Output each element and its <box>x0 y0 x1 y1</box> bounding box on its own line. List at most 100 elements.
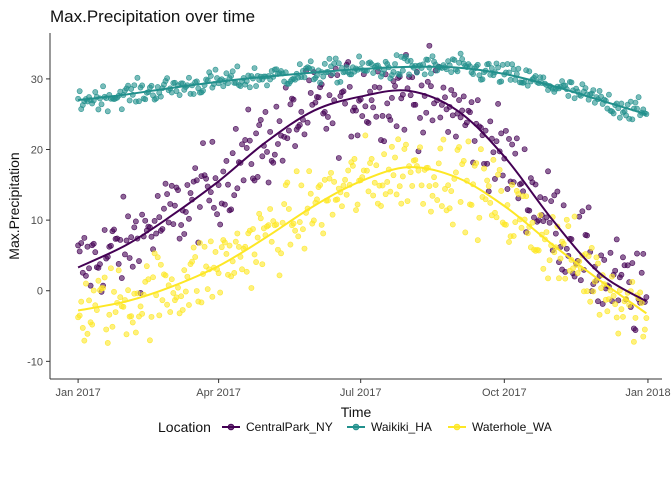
data-point <box>117 236 124 243</box>
data-point <box>506 239 512 245</box>
data-point <box>271 151 278 158</box>
data-point <box>413 69 420 76</box>
data-point <box>298 182 305 189</box>
y-axis-title: Max.Precipitation <box>6 152 22 259</box>
data-point <box>535 217 542 224</box>
data-point <box>435 160 442 167</box>
data-point <box>76 88 83 95</box>
data-point <box>254 174 261 180</box>
data-point <box>424 56 431 63</box>
data-point <box>346 83 353 90</box>
data-point <box>451 57 458 63</box>
data-point <box>120 193 127 200</box>
data-point <box>314 72 320 79</box>
data-point <box>164 301 170 308</box>
data-point <box>470 71 476 77</box>
data-point <box>412 101 419 108</box>
data-point <box>101 227 108 233</box>
data-point <box>148 82 155 89</box>
x-axis-title: Time <box>341 404 372 420</box>
data-point <box>192 165 199 171</box>
data-point <box>499 61 506 68</box>
data-point <box>306 77 313 84</box>
data-point <box>329 211 336 218</box>
data-point <box>151 218 158 224</box>
data-point <box>257 215 264 222</box>
data-point <box>484 160 491 167</box>
data-point <box>584 232 590 239</box>
data-point <box>434 197 441 203</box>
data-point <box>482 127 489 134</box>
data-point <box>532 73 539 79</box>
data-point <box>584 288 590 295</box>
data-point <box>384 100 391 107</box>
data-point <box>577 277 584 284</box>
data-point <box>453 133 459 140</box>
data-point <box>457 114 464 121</box>
data-point <box>211 204 217 211</box>
data-point <box>641 326 648 333</box>
data-point <box>364 167 370 174</box>
data-point <box>307 90 314 96</box>
data-point <box>423 109 430 116</box>
data-point <box>256 122 263 128</box>
data-point <box>324 114 331 120</box>
data-point <box>490 149 497 156</box>
data-point <box>479 76 486 83</box>
data-point <box>92 249 99 256</box>
data-point <box>542 195 548 202</box>
data-point <box>634 250 640 257</box>
data-point <box>196 240 203 246</box>
data-point <box>420 129 427 136</box>
data-point <box>178 222 185 228</box>
data-point <box>371 84 378 90</box>
y-tick-label: 0 <box>37 286 43 298</box>
data-point <box>392 154 398 161</box>
data-point <box>601 257 608 263</box>
data-point <box>246 137 253 144</box>
data-point <box>200 87 206 94</box>
data-point <box>545 168 551 175</box>
data-point <box>616 114 623 121</box>
data-point <box>437 145 444 152</box>
data-point <box>100 285 106 291</box>
data-point <box>543 229 550 235</box>
data-point <box>306 168 313 175</box>
data-point <box>217 289 224 296</box>
data-point <box>92 89 99 95</box>
legend-label: CentralPark_NY <box>246 420 333 434</box>
data-point <box>243 145 250 151</box>
data-point <box>509 141 516 148</box>
data-point <box>495 100 501 107</box>
data-point <box>301 74 308 81</box>
data-point <box>212 249 219 255</box>
data-point <box>131 82 138 89</box>
data-point <box>142 217 149 224</box>
data-point <box>537 212 544 219</box>
data-point <box>476 214 483 221</box>
data-point <box>339 203 345 210</box>
data-point <box>276 272 283 279</box>
data-point <box>510 233 517 239</box>
data-point <box>90 287 97 294</box>
data-point <box>328 169 334 176</box>
data-point <box>396 183 403 190</box>
data-point <box>428 208 434 215</box>
x-tick-label: Jan 2018 <box>625 387 670 399</box>
data-point <box>314 196 320 203</box>
data-point <box>359 60 366 66</box>
data-point <box>335 60 342 67</box>
data-point <box>426 42 433 49</box>
data-point <box>615 297 622 304</box>
data-point <box>353 107 359 114</box>
data-point <box>477 146 484 153</box>
data-point <box>128 86 135 92</box>
data-point <box>148 233 155 240</box>
data-point <box>331 178 338 185</box>
data-point <box>585 204 592 211</box>
data-point <box>154 254 161 261</box>
data-point <box>612 267 619 274</box>
data-point <box>590 288 597 295</box>
data-point <box>290 96 297 103</box>
data-point <box>157 261 164 268</box>
